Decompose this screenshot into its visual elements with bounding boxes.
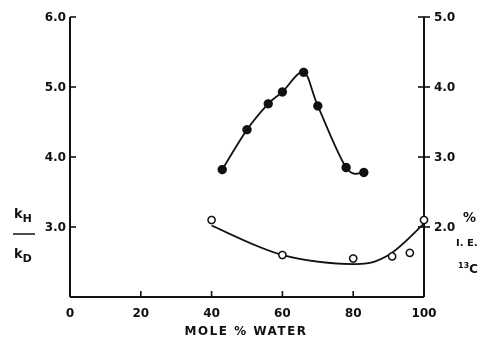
right-axis-title: % I. E. 13C: [456, 211, 478, 276]
x-tick-label: 60: [274, 306, 291, 320]
fitted-curves: [211, 71, 425, 266]
right-y-tick-label: 3.0: [434, 150, 455, 164]
tick-labels: 0 20 40 60 80 100 3.0 4.0 5.0 6.0 2.0 3.0 4.0 5.0: [45, 10, 456, 320]
open-circle-point: [419, 215, 429, 225]
left-axis-title: kH kD: [13, 207, 35, 265]
x-tick-label: 100: [411, 306, 436, 320]
x-tick-label: 80: [345, 306, 362, 320]
right-axis-title-carbon: 13C: [458, 261, 478, 276]
filled-circle-point: [277, 87, 288, 97]
filled-circle-point: [313, 101, 323, 111]
left-axis-title-denominator: kD: [14, 247, 32, 265]
filled-circle-point: [263, 99, 273, 109]
filled-circle-point: [298, 67, 309, 78]
left-y-tick-label: 3.0: [45, 220, 66, 234]
x-tick-label: 40: [203, 306, 220, 320]
right-y-tick-label: 4.0: [434, 80, 455, 94]
right-axis-title-percent: %: [463, 211, 476, 226]
right-axis-title-ie: I. E.: [456, 238, 478, 249]
filled-series-curve: [221, 71, 365, 175]
right-y-tick-label: 2.0: [434, 220, 455, 234]
open-circle-point: [405, 248, 415, 258]
filled-circle-point: [359, 167, 369, 178]
filled-circle-point: [217, 164, 227, 175]
open-circle-point: [207, 215, 216, 225]
open-circle-point: [387, 252, 397, 261]
filled-circle-point: [242, 125, 252, 135]
x-axis-title: MOLE % WATER: [184, 324, 307, 338]
open-circle-point: [348, 254, 358, 263]
left-axis-title-numerator: kH: [14, 207, 32, 225]
x-tick-label: 20: [132, 306, 149, 320]
tick-marks: [69, 16, 430, 297]
left-y-tick-label: 6.0: [45, 10, 66, 24]
open-series-curve: [211, 222, 425, 266]
left-y-tick-label: 5.0: [45, 80, 66, 94]
x-tick-label: 0: [66, 306, 74, 320]
filled-circle-point: [341, 162, 351, 173]
right-y-tick-label: 5.0: [434, 10, 455, 24]
axes: [69, 17, 425, 298]
open-circle-point: [278, 250, 287, 260]
data-points: [207, 67, 429, 263]
left-y-tick-label: 4.0: [45, 150, 66, 164]
